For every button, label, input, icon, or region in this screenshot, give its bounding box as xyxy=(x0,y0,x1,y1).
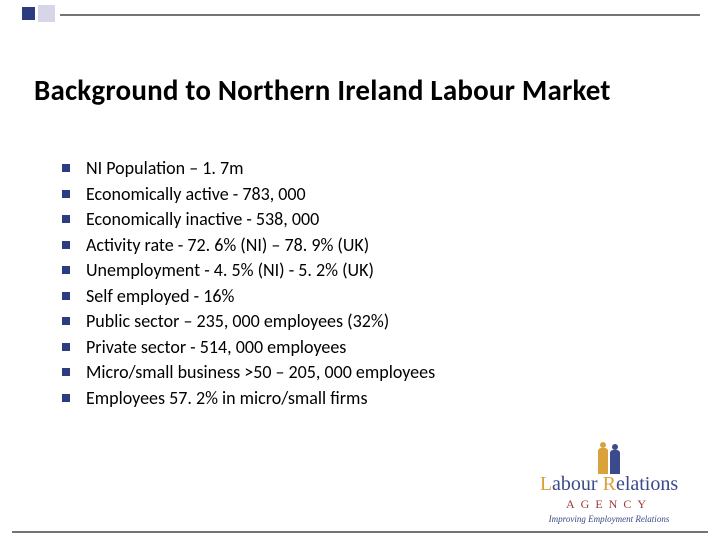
decor-square-light xyxy=(38,5,55,22)
list-item: Self employed - 16% xyxy=(62,284,435,310)
decor-square-dark xyxy=(22,7,35,20)
logo: Labour Relations AGENCY Improving Employ… xyxy=(524,438,694,524)
logo-initial-l: L xyxy=(540,473,552,495)
logo-figures-icon xyxy=(524,438,694,474)
slide: Background to Northern Ireland Labour Ma… xyxy=(0,0,720,540)
list-item: Micro/small business >50 – 205, 000 empl… xyxy=(62,360,435,386)
logo-figure-left xyxy=(598,448,608,474)
list-item: Economically active - 783, 000 xyxy=(62,182,435,208)
logo-figure-right xyxy=(610,450,620,474)
list-item: Public sector – 235, 000 employees (32%) xyxy=(62,309,435,335)
logo-word-labour: abour xyxy=(552,473,603,495)
logo-figure-left-head xyxy=(600,442,606,448)
page-title: Background to Northern Ireland Labour Ma… xyxy=(34,72,611,108)
logo-agency: AGENCY xyxy=(524,497,694,512)
list-item: Employees 57. 2% in micro/small firms xyxy=(62,386,435,412)
top-decor xyxy=(0,0,720,34)
logo-wordmark: Labour Relations xyxy=(524,474,694,495)
bottom-rule xyxy=(12,531,708,533)
bullet-list: NI Population – 1. 7m Economically activ… xyxy=(62,156,435,411)
logo-figure-right-head xyxy=(612,444,618,450)
list-item: Unemployment - 4. 5% (NI) - 5. 2% (UK) xyxy=(62,258,435,284)
list-item: Private sector - 514, 000 employees xyxy=(62,335,435,361)
top-rule xyxy=(60,14,700,16)
logo-word-relations: elations xyxy=(616,473,678,495)
list-item: Activity rate - 72. 6% (NI) – 78. 9% (UK… xyxy=(62,233,435,259)
list-item: Economically inactive - 538, 000 xyxy=(62,207,435,233)
logo-tagline: Improving Employment Relations xyxy=(524,514,694,524)
logo-initial-r: R xyxy=(603,473,616,495)
list-item: NI Population – 1. 7m xyxy=(62,156,435,182)
